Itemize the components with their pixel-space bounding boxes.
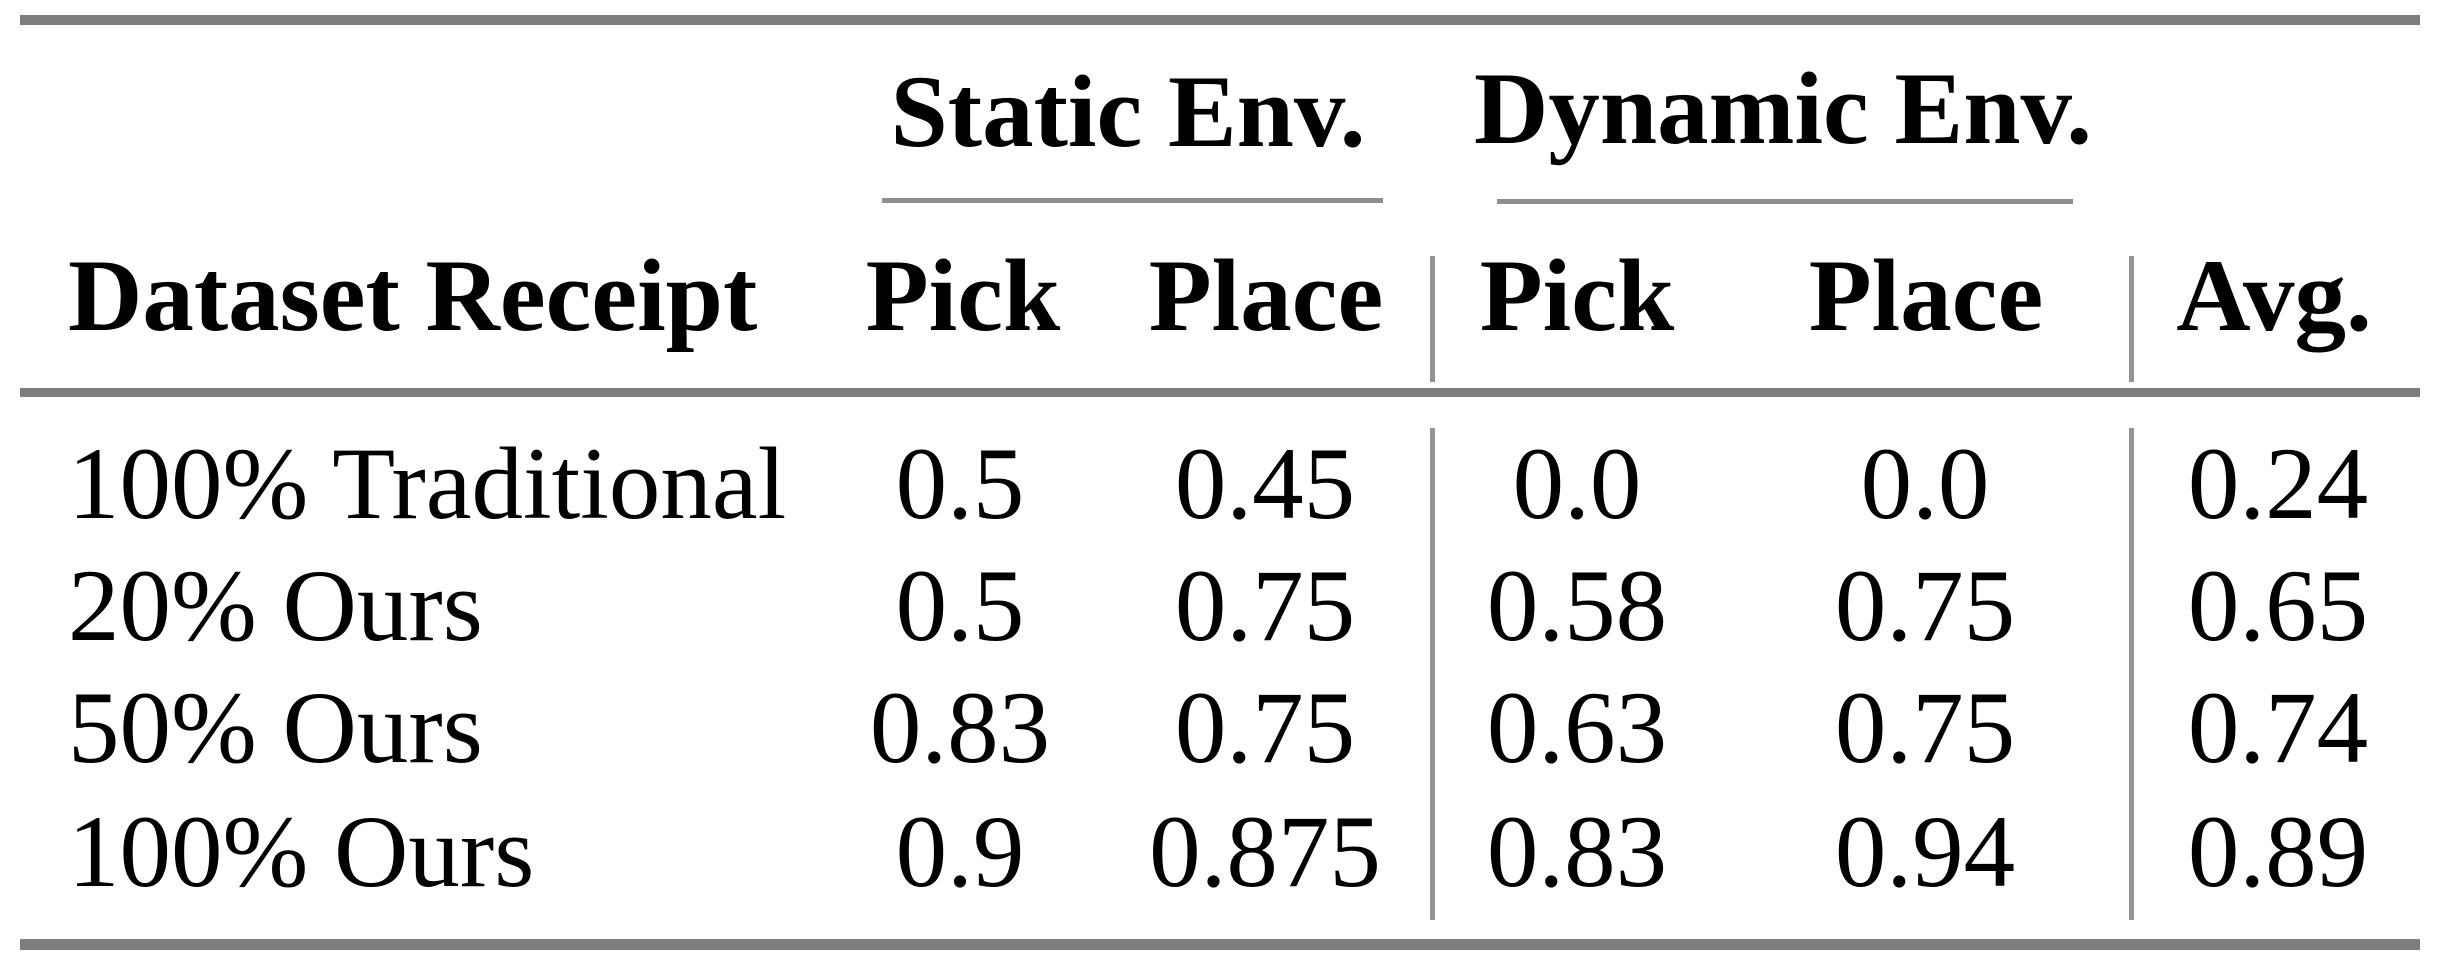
row-label: 20% Ours [68,549,483,663]
table-cell: 0.83 [1486,795,1668,909]
table-cell: 0.65 [2187,549,2369,663]
table-cell: 0.45 [1174,427,1356,541]
table-cell: 0.75 [1834,671,2016,785]
header-separator-rule [20,388,2420,397]
table-cell: 0.24 [2187,427,2369,541]
table-cell: 0.83 [869,671,1051,785]
table-cell: 0.75 [1174,671,1356,785]
table-cell: 0.5 [895,549,1025,663]
table-cell: 0.58 [1486,549,1668,663]
bottom-rule [20,939,2420,950]
table-cell: 0.75 [1174,549,1356,663]
table-cell: 0.89 [2187,795,2369,909]
row-label: 50% Ours [68,671,483,785]
top-rule [20,15,2420,25]
group-header-static-env: Static Env. [890,55,1366,169]
column-header-avg: Avg. [2176,239,2372,353]
table-cell: 0.0 [1512,427,1642,541]
table-cell: 0.63 [1486,671,1668,785]
row-label: 100% Ours [68,795,535,909]
column-header-static-pick: Pick [865,239,1061,353]
column-header-dataset-receipt: Dataset Receipt [68,239,758,353]
table-cell: 0.75 [1834,549,2016,663]
table-cell: 0.74 [2187,671,2369,785]
column-header-dynamic-pick: Pick [1479,239,1675,353]
row-label: 100% Traditional [68,427,787,541]
group-header-dynamic-env: Dynamic Env. [1473,52,2093,166]
avg-divider-body [2129,428,2134,920]
column-header-static-place: Place [1148,239,1384,353]
table-cell: 0.9 [895,795,1025,909]
table-cell: 0.5 [895,427,1025,541]
column-header-dynamic-place: Place [1808,239,2044,353]
dynamic-env-cmidrule [1497,199,2073,204]
static-env-cmidrule [882,198,1383,203]
table-cell: 0.0 [1860,427,1990,541]
static-dynamic-divider-header [1430,256,1435,382]
table-cell: 0.94 [1834,795,2016,909]
table-cell: 0.875 [1149,795,1381,909]
avg-divider-header [2129,256,2134,382]
static-dynamic-divider-body [1430,428,1435,920]
